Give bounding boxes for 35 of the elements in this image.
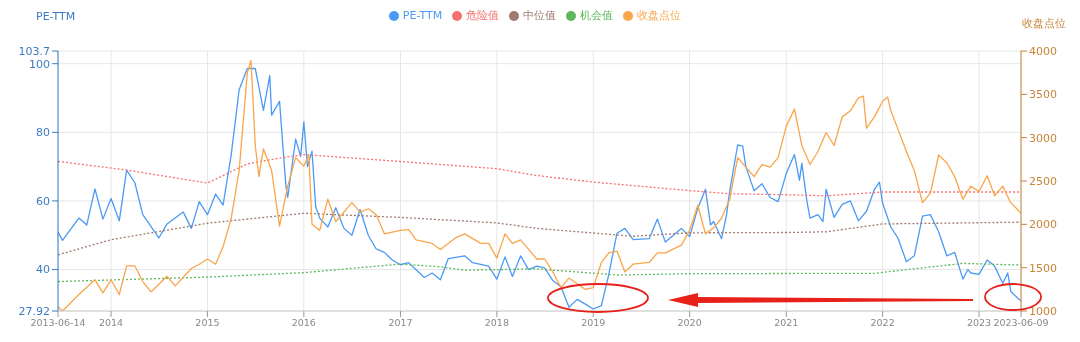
y2-tick-label: 1000 — [1029, 304, 1057, 318]
line-series — [58, 153, 1021, 197]
y2-tick-label: 3500 — [1029, 88, 1057, 102]
x-tick-label: 2023-06-09 — [993, 316, 1049, 328]
y-tick-label: 40 — [36, 263, 50, 277]
y2-tick-label: 2500 — [1029, 174, 1057, 188]
y2-tick-label: 3000 — [1029, 131, 1057, 145]
line-series — [58, 262, 1021, 283]
y-tick-label: 27.92 — [18, 304, 50, 318]
x-tick-label: 2022 — [870, 316, 895, 328]
y-tick-label: 60 — [36, 194, 50, 208]
legend-label: 收盘点位 — [637, 9, 682, 22]
x-tick-label: 2018 — [484, 316, 509, 328]
x-tick-label: 2021 — [774, 316, 799, 328]
x-tick-label: 2020 — [677, 316, 702, 328]
x-tick-label: 2013-06-14 — [30, 316, 86, 328]
legend-label: 机会值 — [580, 9, 614, 22]
y-tick-label: 80 — [36, 126, 50, 140]
x-tick-label: 2019 — [581, 316, 606, 328]
y2-tick-label: 4000 — [1029, 44, 1057, 58]
y2-axis-title: 收盘点位 — [1022, 16, 1066, 31]
y-tick-label: 100 — [29, 57, 50, 71]
y2-tick-label: 2000 — [1029, 218, 1057, 232]
x-tick-label: 2023 — [966, 316, 992, 328]
legend-label: PE-TTM — [402, 9, 443, 22]
x-tick-label: 2014 — [98, 316, 124, 328]
y-axis-title: PE-TTM — [36, 10, 76, 23]
y2-tick-label: 1500 — [1029, 261, 1057, 275]
y-tick-label: 103.7 — [18, 44, 50, 58]
x-tick-label: 2016 — [291, 316, 316, 328]
x-tick-label: 2017 — [388, 316, 413, 328]
legend-label: 中位值 — [523, 9, 557, 22]
x-tick-label: 2015 — [195, 316, 220, 328]
legend-label: 危险值 — [466, 9, 500, 22]
line-series — [58, 212, 1021, 256]
